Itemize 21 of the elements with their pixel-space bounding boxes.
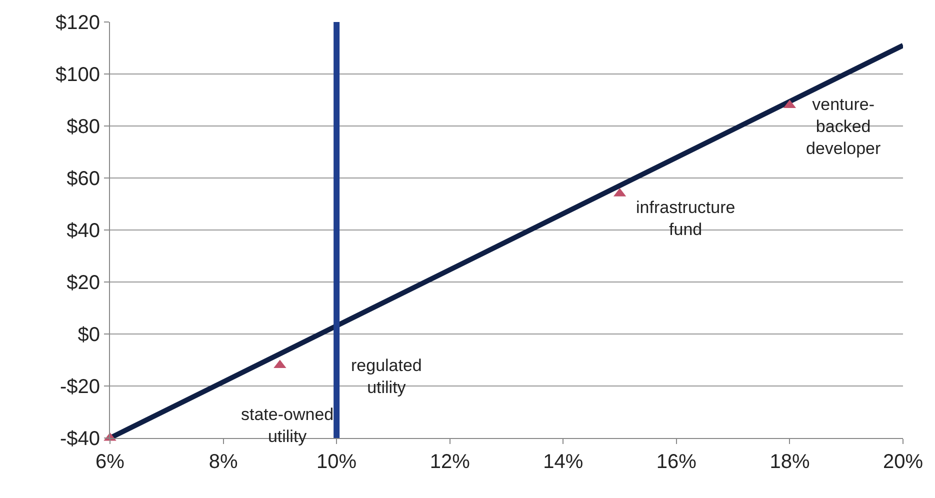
- y-tick-label: $120: [56, 12, 100, 34]
- x-tick-label: 10%: [316, 451, 357, 473]
- x-tick-label: 12%: [430, 451, 470, 473]
- y-tick-label: $20: [66, 272, 100, 294]
- x-tick-label: 8%: [208, 451, 238, 473]
- y-tick-label: $60: [66, 168, 100, 190]
- y-tick-label: $100: [56, 64, 100, 86]
- x-tick-label: 14%: [543, 451, 584, 473]
- annotation: venture- backed developer: [806, 95, 882, 158]
- x-tick-label: 18%: [770, 451, 810, 473]
- x-tick-label: 6%: [96, 451, 125, 473]
- annotation: regulated utility: [351, 356, 422, 398]
- annotation: infrastructure fund: [636, 198, 736, 240]
- y-tick-label: -$40: [60, 428, 100, 450]
- y-tick-label: $80: [66, 116, 100, 138]
- y-tick-label: -$20: [60, 376, 100, 398]
- x-tick-label: 16%: [656, 451, 697, 473]
- y-tick-label: $0: [78, 324, 100, 346]
- y-tick-label: $40: [66, 220, 100, 242]
- x-tick-label: 20%: [882, 451, 924, 473]
- annotation: state-owned utility: [241, 405, 334, 446]
